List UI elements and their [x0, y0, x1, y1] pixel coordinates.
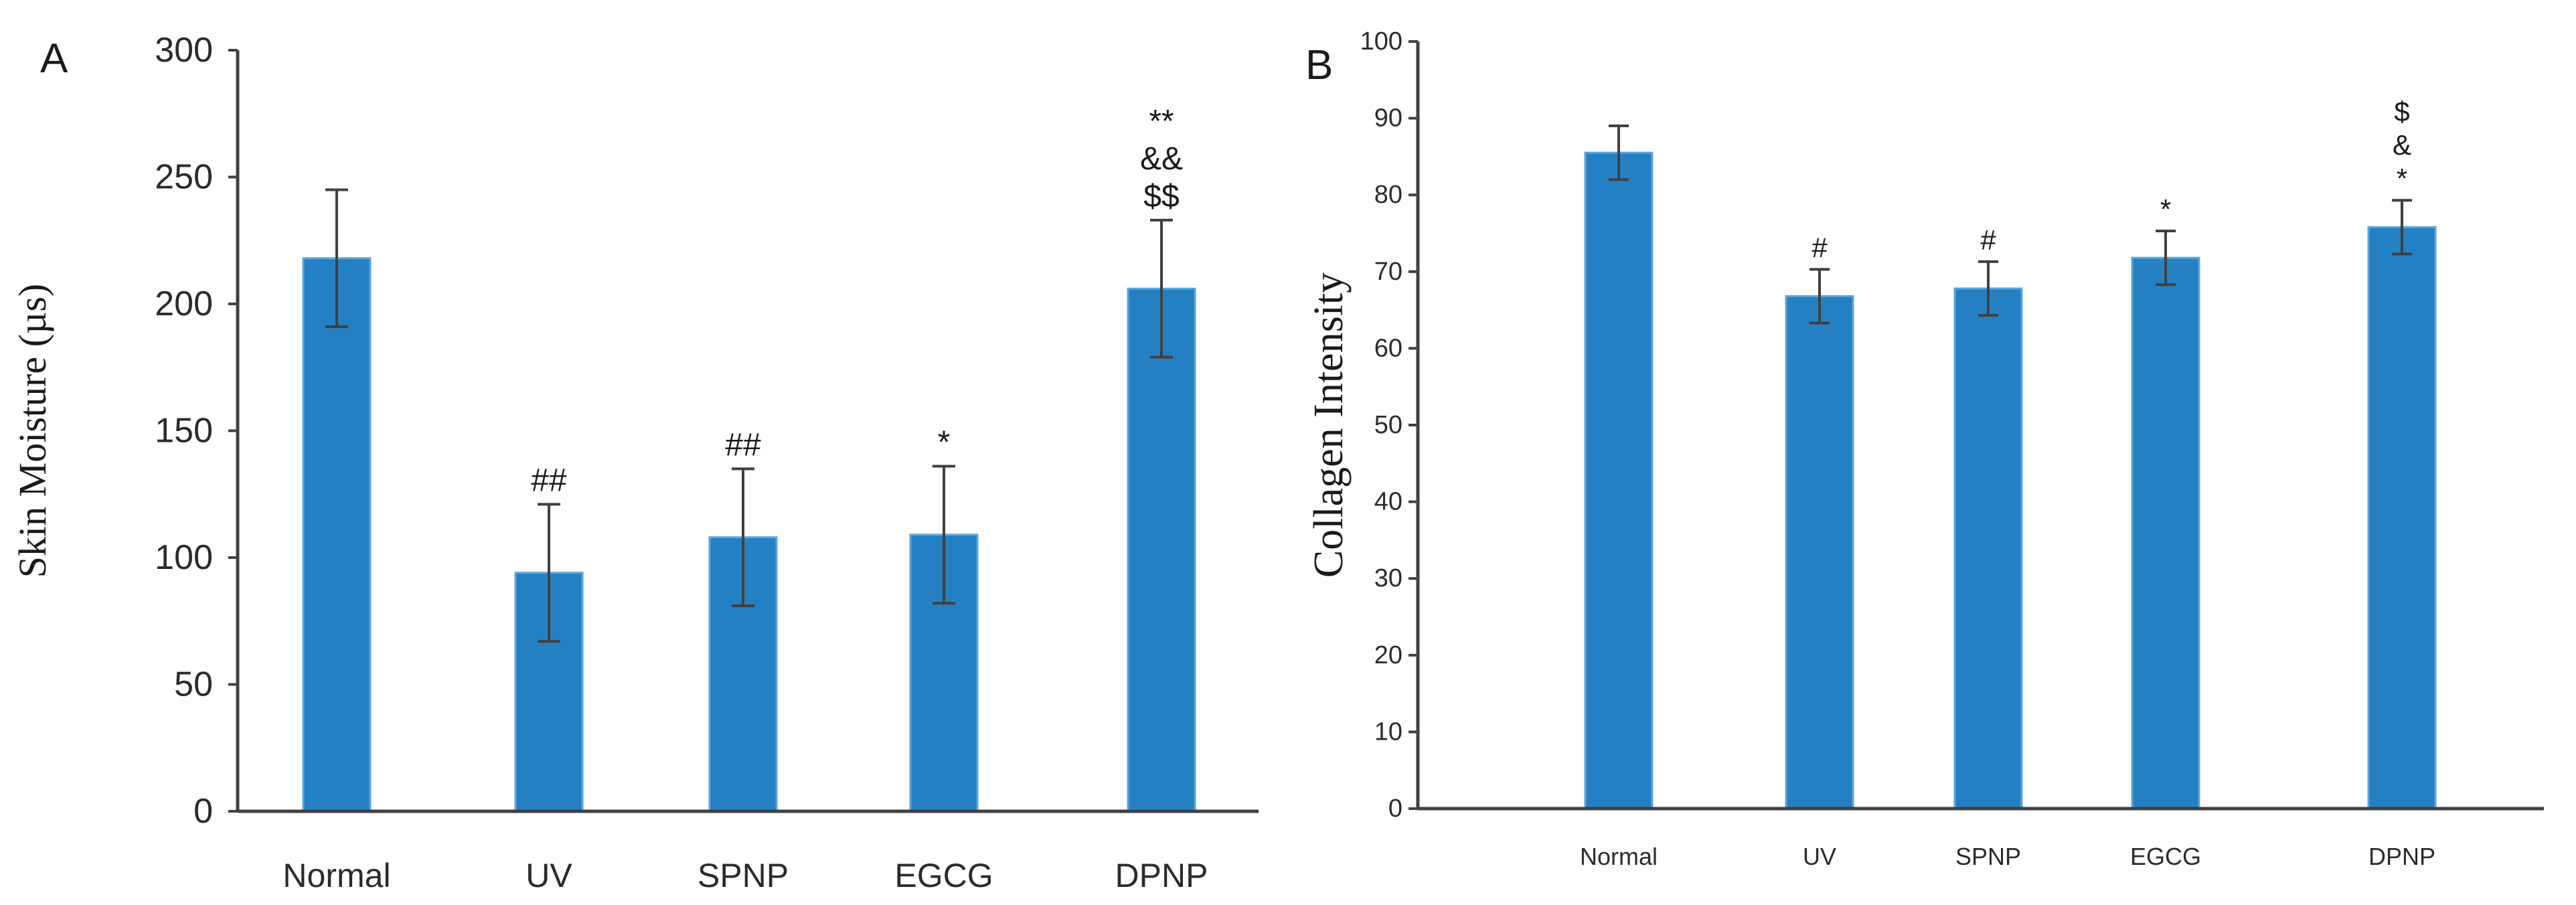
y-tick-label: 80	[1374, 181, 1402, 209]
y-tick-label: 100	[1360, 27, 1402, 56]
significance-marker: #	[1980, 224, 1996, 256]
significance-marker: $$	[1143, 179, 1179, 214]
x-tick-label: DPNP	[2368, 843, 2435, 870]
x-tick-label: Normal	[1580, 843, 1658, 870]
panel-letter: A	[40, 35, 68, 82]
y-tick-label: 30	[1374, 564, 1402, 592]
y-tick-label: 50	[1374, 411, 1402, 439]
significance-marker: ##	[725, 427, 761, 463]
x-tick-label: Normal	[283, 857, 390, 894]
panel-a-chart: A Skin Moisture (µs) 0 50 100 150 200 250 300 Nor…	[11, 31, 1259, 894]
bar-spnp	[1953, 287, 2023, 810]
bar-dpnp	[2367, 226, 2437, 810]
x-tick-label: EGCG	[2130, 843, 2201, 870]
y-tick-label: 60	[1374, 334, 1402, 362]
y-tick-label: 100	[155, 538, 213, 577]
y-tick-label: 50	[174, 665, 213, 704]
bar-dpnp	[1127, 287, 1196, 813]
significance-marker: **	[1149, 104, 1174, 139]
x-tick-label: DPNP	[1115, 857, 1208, 894]
y-tick-label: 0	[193, 792, 213, 831]
y-tick-label: 70	[1374, 258, 1402, 286]
x-tick-label: UV	[526, 857, 572, 894]
y-tick-label: 150	[155, 412, 213, 450]
y-tick-label: 250	[155, 158, 213, 197]
significance-marker: *	[938, 425, 951, 461]
y-tick-label: 20	[1374, 641, 1402, 669]
y-tick-label: 40	[1374, 488, 1402, 516]
bar-normal	[302, 257, 372, 813]
significance-marker: &	[2393, 129, 2411, 161]
significance-marker: *	[2397, 163, 2407, 194]
bar-uv	[1785, 295, 1854, 810]
y-axis-label: Skin Moisture (µs)	[11, 284, 54, 578]
y-tick-label: 90	[1374, 104, 1402, 133]
significance-marker: &&	[1140, 141, 1183, 177]
panel-b-chart: B Collagen Intensity 0 10 20 30 40 50 60 70 80 90 10…	[1305, 27, 2544, 870]
y-tick-label: 10	[1374, 718, 1402, 746]
bar-normal	[1584, 151, 1654, 810]
y-axis-label: Collagen Intensity	[1306, 272, 1352, 578]
bar-egcg	[2131, 256, 2200, 810]
x-tick-label: SPNP	[698, 857, 789, 894]
y-tick-label: 200	[155, 284, 213, 323]
significance-marker: *	[2160, 193, 2171, 225]
x-tick-label: UV	[1803, 843, 1836, 870]
significance-marker: #	[1812, 232, 1828, 263]
significance-marker: $	[2394, 96, 2409, 127]
y-tick-label: 0	[1388, 795, 1402, 823]
significance-marker: ##	[531, 463, 567, 498]
x-tick-label: EGCG	[894, 857, 993, 894]
x-tick-label: SPNP	[1955, 843, 2021, 870]
panel-letter: B	[1305, 42, 1333, 88]
y-tick-label: 300	[155, 31, 213, 70]
